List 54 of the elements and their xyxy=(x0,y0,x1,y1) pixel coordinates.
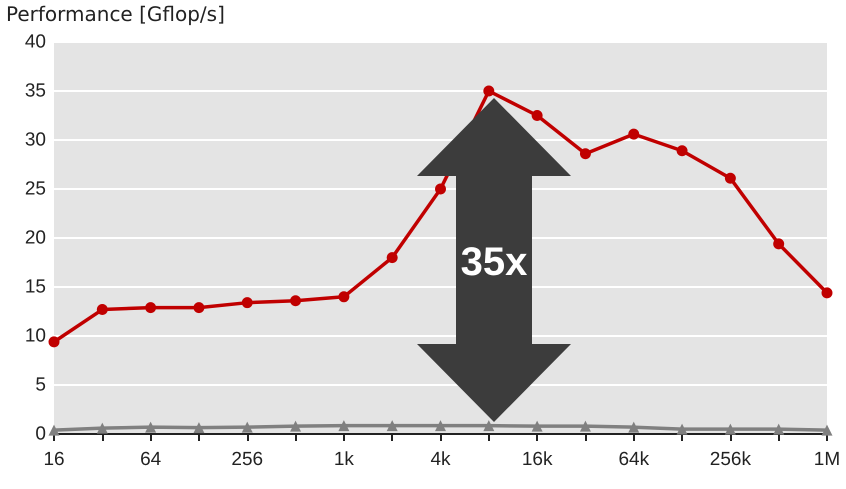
point xyxy=(773,424,784,435)
point xyxy=(822,287,832,298)
point xyxy=(483,86,494,96)
point xyxy=(628,422,640,433)
point xyxy=(724,424,736,435)
y-tick-label: 25 xyxy=(24,178,46,200)
y-tick-label: 30 xyxy=(24,130,46,150)
point xyxy=(386,420,398,432)
x-tick-label: 1M xyxy=(814,449,840,470)
y-tick-label: 10 xyxy=(24,326,46,346)
point xyxy=(724,172,736,184)
point xyxy=(48,424,60,436)
y-tick-label: 0 xyxy=(35,424,46,444)
y-tick-label: 35 xyxy=(24,80,46,102)
point xyxy=(145,302,156,314)
point xyxy=(290,295,302,306)
point xyxy=(290,420,302,432)
x-tick-label: 64k xyxy=(618,449,650,470)
point xyxy=(822,424,832,436)
point xyxy=(48,336,60,348)
point xyxy=(145,422,156,433)
point xyxy=(96,422,108,434)
point xyxy=(338,420,350,432)
point xyxy=(435,184,446,194)
point xyxy=(386,252,398,264)
point xyxy=(676,424,688,435)
x-tick-label: 1k xyxy=(334,449,354,470)
point xyxy=(532,420,543,432)
y-tick-label: 15 xyxy=(24,276,46,298)
point xyxy=(580,148,591,160)
point xyxy=(773,238,784,250)
point xyxy=(483,420,494,432)
point xyxy=(96,304,108,316)
annotation: 35x xyxy=(460,240,528,284)
point xyxy=(580,420,591,432)
y-tick-label: 5 xyxy=(35,374,46,396)
x-tick-label: 256k xyxy=(710,449,752,470)
point xyxy=(676,145,688,156)
point xyxy=(532,110,543,121)
point xyxy=(338,291,350,302)
point xyxy=(435,420,446,432)
x-tick-label: 256 xyxy=(231,449,264,470)
y-axis-title: Performance [Gflop/s] xyxy=(6,2,225,26)
point xyxy=(193,422,204,434)
point xyxy=(193,302,204,314)
y-tick-label: 40 xyxy=(24,32,46,52)
point xyxy=(242,297,253,308)
y-tick-label: 20 xyxy=(24,228,46,248)
x-tick-label: 16k xyxy=(522,449,553,470)
point xyxy=(628,128,640,140)
x-tick-label: 16 xyxy=(43,449,65,470)
x-tick-label: 4k xyxy=(430,449,452,470)
x-tick-label: 64 xyxy=(140,449,162,470)
point xyxy=(242,422,253,433)
